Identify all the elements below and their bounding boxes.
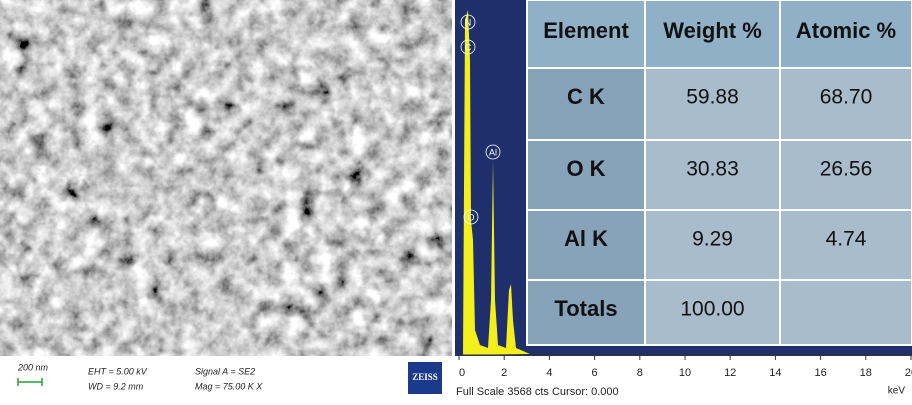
table-cell-text: C K (567, 84, 605, 109)
x-tick-label: 18 (860, 367, 872, 379)
x-tick-label: 0 (459, 367, 465, 379)
x-tick-label: 10 (679, 367, 691, 379)
peak-label: N (465, 17, 472, 27)
mag: Mag = 75.00 K X (195, 381, 263, 391)
column-header: Atomic % (796, 18, 896, 43)
spectrum-status: Full Scale 3568 cts Cursor: 0.000 (456, 386, 619, 398)
table-cell-text: Totals (554, 296, 617, 321)
column-header: Weight % (663, 18, 762, 43)
logo: ZEISS (412, 372, 438, 382)
x-unit: keV (888, 386, 906, 397)
table-cell-text: 30.83 (686, 158, 739, 181)
table-cell-text: Al K (564, 226, 608, 251)
peak-label: O (467, 212, 474, 222)
table-cell-text: 9.29 (692, 228, 733, 251)
table-cell-text: 68.70 (820, 86, 873, 109)
eht: EHT = 5.00 kV (88, 366, 148, 376)
table-cell-text: 100.00 (680, 298, 744, 321)
peak-label: Al (489, 147, 497, 157)
table-cell-text: 26.56 (820, 158, 873, 181)
figure: 200 nm EHT = 5.00 kV WD = 9.2 mm Signal … (0, 0, 912, 400)
table-cell-text: 59.88 (686, 86, 739, 109)
page: 200 nm EHT = 5.00 kV WD = 9.2 mm Signal … (0, 0, 912, 400)
x-tick-label: 12 (724, 367, 736, 379)
x-tick-label: 8 (637, 367, 643, 379)
x-tick-label: 2 (501, 367, 507, 379)
x-tick-label: 14 (769, 367, 781, 379)
x-tick-label: 20 (905, 367, 912, 379)
x-tick-label: 16 (814, 367, 826, 379)
sem-info-bar (0, 356, 452, 400)
table-cell-text: 4.74 (826, 228, 867, 251)
sem-image (0, 0, 452, 356)
wd: WD = 9.2 mm (88, 381, 144, 391)
x-tick-label: 4 (546, 367, 552, 379)
scale-bar-label: 200 nm (17, 362, 49, 372)
table-cell (780, 280, 912, 345)
table-cell-text: O K (566, 156, 605, 181)
column-header: Element (543, 18, 629, 43)
signal: Signal A = SE2 (195, 366, 255, 376)
peak-label: C (465, 42, 472, 52)
x-tick-label: 6 (592, 367, 598, 379)
